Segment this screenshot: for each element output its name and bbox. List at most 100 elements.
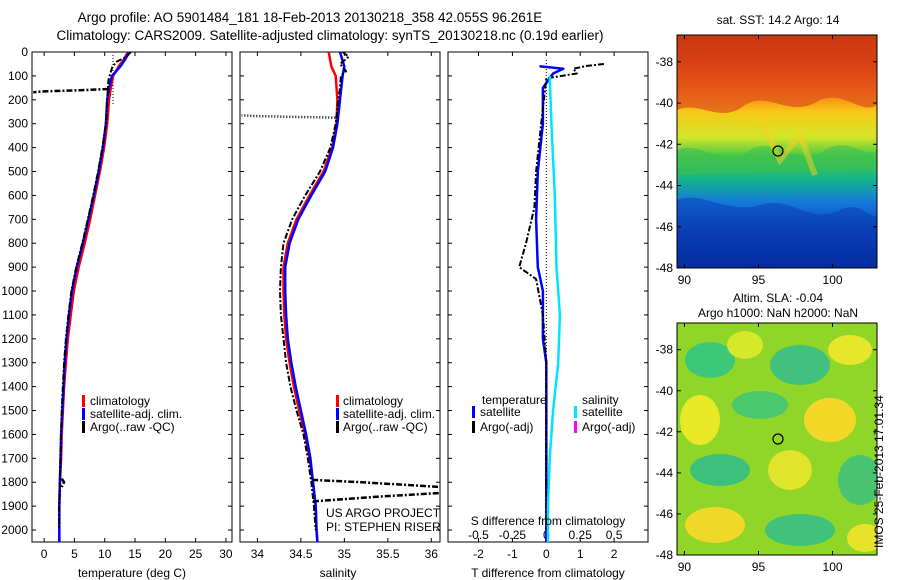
x-tick-label: 25 [189, 547, 203, 561]
series-line-argo-raw-qc- [279, 51, 350, 531]
sst-map-frame [676, 34, 878, 269]
lat-tick-label: -40 [656, 96, 674, 110]
legend-label-argo: Argo(..raw -QC) [90, 420, 175, 434]
lat-tick-label: -40 [656, 384, 674, 398]
annotation-project: US ARGO PROJECT [326, 506, 441, 520]
sla-map-frame [676, 322, 878, 556]
difference-y-ticks [448, 51, 648, 531]
depth-tick-label: 2000 [1, 523, 28, 537]
lon-tick-label: 100 [823, 560, 843, 574]
lat-tick-label: -44 [656, 179, 674, 193]
series-line-spike-top [241, 114, 339, 119]
temperature-x-axis: 0 5 10 15 20 25 30 [41, 52, 233, 561]
lat-tick-label: -48 [656, 548, 674, 562]
depth-tick-label: 1200 [1, 332, 28, 346]
lon-tick-label: 100 [823, 273, 843, 287]
difference-legend: temperature salinity satellite Argo(-adj… [472, 393, 635, 434]
sst-argo-location-marker [772, 145, 784, 157]
sla-map-title-2: Argo h1000: NaN h2000: NaN [698, 306, 858, 320]
temperature-xlabel: temperature (deg C) [78, 566, 186, 580]
depth-tick-label: 0 [21, 45, 28, 59]
x-tick-label: 2 [611, 547, 618, 561]
depth-tick-label: 900 [8, 260, 28, 274]
annotation-pi: PI: STEPHEN RISER [326, 520, 441, 534]
legend-swatch-argo [82, 421, 85, 433]
legend-label-s-satellite: satellite [582, 405, 623, 419]
sla-argo-location-marker [772, 433, 784, 445]
x-tick-label: 0 [543, 547, 550, 561]
temperature-axes-frame [31, 51, 233, 543]
depth-tick-label: 600 [8, 188, 28, 202]
sst-map-title: sat. SST: 14.2 Argo: 14 [717, 13, 840, 27]
lat-tick-label: -38 [656, 55, 674, 69]
x-tick-label: 1 [577, 547, 584, 561]
legend-label-t-argo: Argo(-adj) [480, 420, 533, 434]
series-line-t-satellite [534, 65, 565, 542]
sla-latitude-axis: -38 -40 -42 -44 -46 -48 [656, 343, 877, 562]
legend-swatch-t-argo [472, 421, 475, 433]
lon-tick-label: 90 [678, 560, 692, 574]
series-line-satellite-adj-clim- [283, 51, 346, 543]
lon-tick-label: 95 [752, 273, 766, 287]
series-line-spike [33, 87, 109, 94]
x-tick-label: 0 [41, 547, 48, 561]
difference-axes-frame [447, 51, 649, 543]
lat-tick-label: -44 [656, 466, 674, 480]
legend-label-climatology: climatology [343, 394, 403, 408]
depth-tick-label: 300 [8, 117, 28, 131]
depth-tick-label: 100 [8, 69, 28, 83]
salinity-x-axis: 34 34.5 35 35.5 36 [251, 52, 439, 561]
x-tick-label: 30 [219, 547, 233, 561]
figure-title-line-2: Climatology: CARS2009. Satellite-adjuste… [56, 28, 604, 43]
depth-tick-label: 1400 [1, 380, 28, 394]
legend-title-temperature: temperature [482, 393, 547, 407]
legend-swatch-s-satellite [574, 406, 577, 418]
series-line-t-argo [518, 63, 605, 530]
sst-map-image [677, 35, 877, 268]
x-tick-label: 35 [338, 547, 352, 561]
lon-tick-label: 95 [752, 560, 766, 574]
depth-tick-label: 1500 [1, 404, 28, 418]
salinity-panel: 34 34.5 35 35.5 36 salinity climatology sate… [239, 51, 441, 580]
x-tick-label: -2 [473, 547, 484, 561]
s-diff-tick-label: 0.5 [606, 528, 623, 542]
lat-tick-label: -46 [656, 507, 674, 521]
sla-map-title-1: Altim. SLA: -0.04 [733, 291, 823, 305]
depth-tick-label: 1000 [1, 284, 28, 298]
figure-title-line-1: Argo profile: AO 5901484_181 18-Feb-2013… [77, 10, 543, 25]
legend-swatch-climatology [82, 395, 85, 407]
x-tick-label: 35.5 [376, 547, 400, 561]
legend-swatch-s-argo [574, 421, 577, 433]
depth-tick-label: 500 [8, 165, 28, 179]
legend-title-salinity: salinity [582, 393, 619, 407]
x-tick-label: 20 [159, 547, 173, 561]
series-line-argo-raw-qc- [58, 51, 132, 530]
legend-swatch-satellite [82, 408, 85, 420]
x-tick-label: 36 [425, 547, 439, 561]
s-diff-tick-label: 0.25 [569, 528, 593, 542]
salinity-xlabel: salinity [320, 566, 357, 580]
sst-map-panel: sat. SST: 14.2 Argo: 14 -38-40-42-44-46-… [656, 13, 878, 287]
series-line-s-satellite [546, 75, 562, 542]
x-tick-label: 34 [251, 547, 265, 561]
legend-label-t-satellite: satellite [480, 405, 521, 419]
sst-latitude-axis: -38 -40 -42 -44 -46 -48 [656, 55, 877, 275]
depth-tick-label: 1800 [1, 475, 28, 489]
depth-tick-label: 400 [8, 141, 28, 155]
salinity-y-ticks [240, 51, 440, 531]
legend-label-climatology: climatology [90, 394, 150, 408]
series-line-spike-bottom1 [312, 478, 441, 489]
legend-swatch-satellite [336, 408, 339, 420]
depth-tick-label: 1100 [2, 308, 28, 322]
legend-label-s-argo: Argo(-adj) [582, 420, 635, 434]
temperature-panel: 0100200300400500600700800900100011001200… [1, 45, 233, 580]
lon-tick-label: 90 [678, 273, 692, 287]
x-tick-label: 10 [98, 547, 112, 561]
legend-swatch-climatology [336, 395, 339, 407]
depth-tick-label: 1700 [1, 451, 28, 465]
lat-tick-label: -48 [656, 261, 674, 275]
timestamp-stamp: IMOS 25-Feb-2013 17:01:34 [872, 395, 886, 548]
lat-tick-label: -38 [656, 343, 674, 357]
x-tick-label: -1 [507, 547, 518, 561]
